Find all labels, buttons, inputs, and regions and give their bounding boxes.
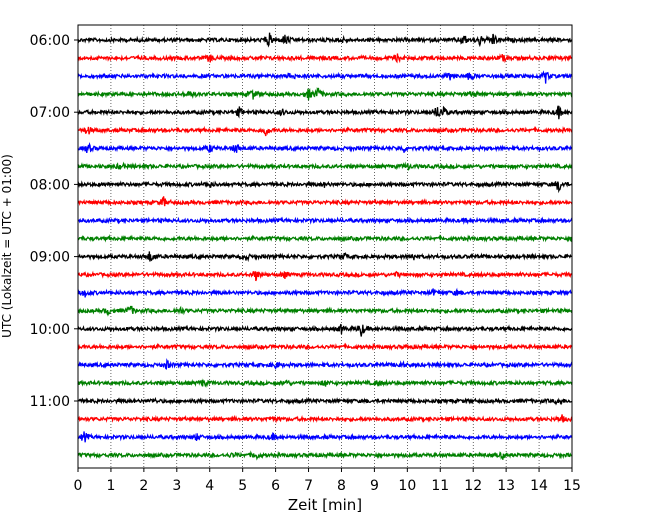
x-axis-label: Zeit [min] xyxy=(288,496,362,514)
x-tick-label: 13 xyxy=(497,478,515,494)
x-tick-label: 9 xyxy=(370,478,379,494)
y-tick-label: 07:00 xyxy=(30,105,70,121)
trace-0630 xyxy=(77,70,573,84)
x-tick-label: 8 xyxy=(337,478,346,494)
trace-0915 xyxy=(77,270,573,282)
x-axis-ticks: 0 1 2 3 4 5 6 7 8 9 10 11 12 13 14 15 xyxy=(74,468,581,494)
seismogram-traces xyxy=(77,32,573,461)
trace-0845 xyxy=(77,234,573,243)
x-tick-label: 1 xyxy=(106,478,115,494)
y-tick-label: 08:00 xyxy=(30,177,70,193)
trace-0645 xyxy=(77,87,573,101)
trace-1115 xyxy=(77,414,573,424)
x-tick-label: 6 xyxy=(271,478,280,494)
x-tick-label: 15 xyxy=(563,478,581,494)
x-tick-label: 3 xyxy=(172,478,181,494)
trace-0715 xyxy=(77,125,573,137)
x-tick-label: 2 xyxy=(139,478,148,494)
x-tick-label: 7 xyxy=(304,478,313,494)
y-axis-ticks: 06:00 07:00 08:00 09:00 10:00 11:00 xyxy=(30,33,78,410)
x-tick-label: 4 xyxy=(205,478,214,494)
x-tick-label: 5 xyxy=(238,478,247,494)
trace-1030 xyxy=(77,357,573,370)
trace-0830 xyxy=(77,216,573,225)
trace-0615 xyxy=(77,53,573,64)
trace-0700 xyxy=(77,105,573,120)
y-tick-label: 11:00 xyxy=(30,394,70,410)
trace-1130 xyxy=(77,431,573,443)
y-tick-label: 10:00 xyxy=(30,322,70,338)
trace-0815 xyxy=(77,196,573,207)
trace-0800 xyxy=(77,180,573,194)
trace-0600 xyxy=(77,32,573,48)
x-tick-label: 0 xyxy=(74,478,83,494)
x-tick-label: 11 xyxy=(431,478,449,494)
trace-0745 xyxy=(77,161,573,171)
y-tick-label: 06:00 xyxy=(30,33,70,49)
x-tick-label: 12 xyxy=(464,478,482,494)
trace-1100 xyxy=(77,396,573,406)
x-tick-label: 14 xyxy=(530,478,548,494)
y-tick-label: 09:00 xyxy=(30,250,70,266)
trace-1045 xyxy=(77,378,573,388)
plot-frame xyxy=(77,24,573,469)
x-tick-label: 10 xyxy=(398,478,416,494)
trace-0945 xyxy=(77,305,573,317)
trace-0930 xyxy=(77,287,573,298)
trace-1015 xyxy=(77,342,573,351)
trace-0900 xyxy=(77,251,573,263)
trace-1000 xyxy=(77,323,573,337)
trace-1145 xyxy=(77,450,573,461)
y-axis-label: UTC (Lokalzeit = UTC + 01:00) xyxy=(0,154,14,338)
grid-lines xyxy=(110,25,540,468)
trace-0730 xyxy=(77,142,573,154)
